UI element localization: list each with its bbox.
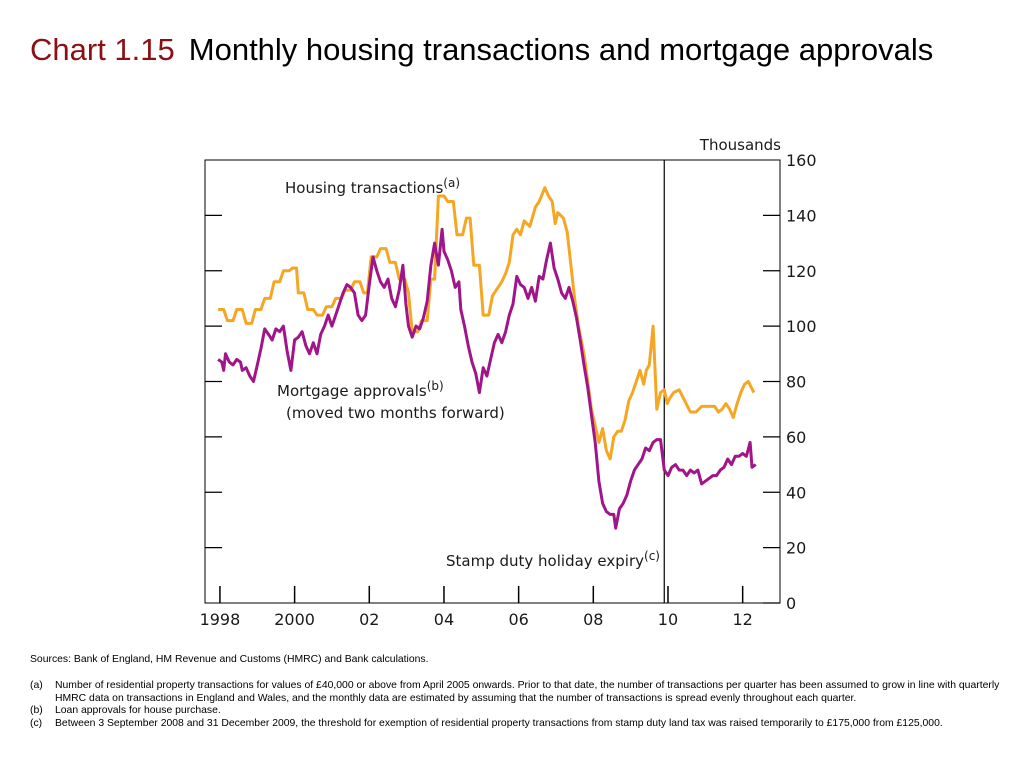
y-tick-label: 60 <box>786 428 806 447</box>
footnote-a: (a) Number of residential property trans… <box>30 680 1005 705</box>
x-tick-label: 08 <box>583 610 603 629</box>
footnote-label: (b) <box>30 705 43 717</box>
footnote-text: Between 3 September 2008 and 31 December… <box>55 717 943 729</box>
x-axis: 1998 2000 02 04 06 08 10 12 <box>200 586 753 629</box>
y-axis: 0 20 40 60 80 100 120 140 160 <box>205 151 817 613</box>
housing-annotation: Housing transactions(a) <box>285 176 460 197</box>
footnote-text: Number of residential property transacti… <box>55 680 1000 704</box>
footnote-label: (a) <box>30 680 43 692</box>
mortgage-annotation-note: (moved two months forward) <box>286 404 505 422</box>
x-tick-label: 06 <box>508 610 528 629</box>
y-tick-label: 20 <box>786 539 806 558</box>
y-tick-label: 160 <box>786 151 817 170</box>
x-tick-label: 10 <box>658 610 678 629</box>
chart: 0 20 40 60 80 100 120 140 160 1998 2000 02 04 06 08 10… <box>200 136 817 629</box>
chart-number: Chart 1.15 <box>30 32 175 67</box>
sources: Sources: Bank of England, HM Revenue and… <box>30 654 429 665</box>
y-tick-label: 80 <box>786 373 806 392</box>
x-tick-label: 1998 <box>200 610 241 629</box>
footnote-label: (c) <box>30 717 43 729</box>
y-tick-label: 140 <box>786 206 817 225</box>
stamp-duty-annotation: Stamp duty holiday expiry(c) <box>446 549 660 570</box>
y-tick-label: 40 <box>786 483 806 502</box>
mortgage-approvals-line <box>217 227 757 530</box>
chart-notes: Sources: Bank of England, HM Revenue and… <box>30 654 1005 730</box>
footnote-c: (c) Between 3 September 2008 and 31 Dece… <box>30 718 1005 730</box>
chart-title: Chart 1.15 Monthly housing transactions a… <box>30 28 990 71</box>
mortgage-annotation: Mortgage approvals(b) <box>277 379 444 400</box>
y-tick-label: 100 <box>786 317 817 336</box>
y-unit-label: Thousands <box>699 136 781 154</box>
y-tick-label: 0 <box>786 594 796 613</box>
y-tick-label: 120 <box>786 262 817 281</box>
x-tick-label: 02 <box>359 610 379 629</box>
footnote-b: (b) Loan approvals for house purchase. <box>30 705 1005 717</box>
x-tick-label: 2000 <box>274 610 315 629</box>
x-tick-label: 04 <box>434 610 454 629</box>
footnote-text: Loan approvals for house purchase. <box>55 705 221 717</box>
housing-transactions-line <box>218 186 756 461</box>
chart-title-text: Monthly housing transactions and mortgag… <box>188 32 934 67</box>
x-tick-label: 12 <box>732 610 752 629</box>
